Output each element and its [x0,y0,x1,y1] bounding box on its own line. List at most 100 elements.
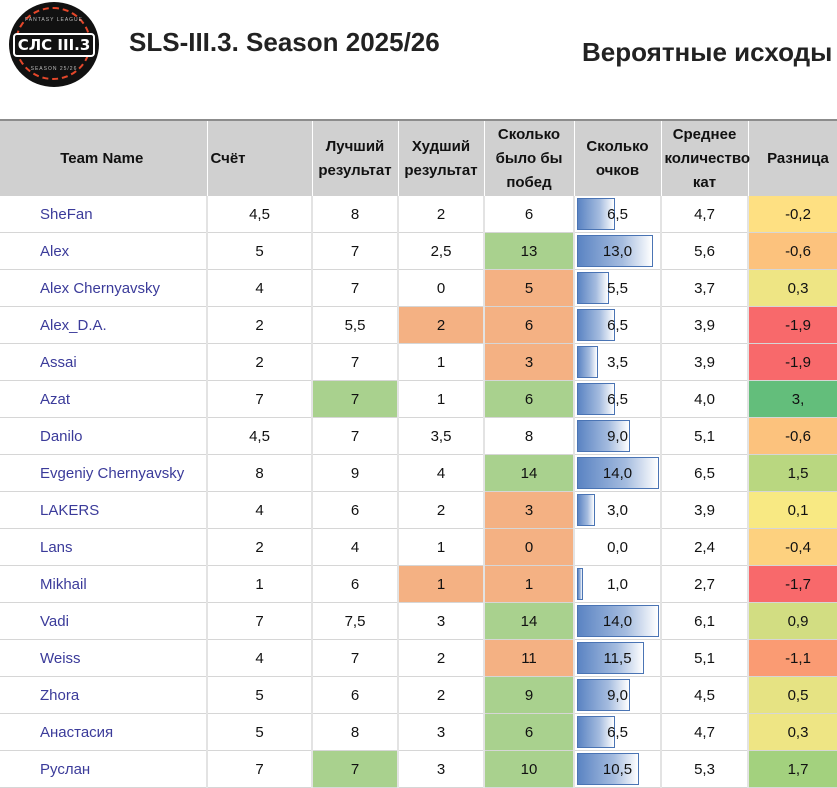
points-cell[interactable]: 6,5 [574,713,662,751]
points-cell[interactable]: 11,5 [574,639,662,677]
table-row[interactable]: Vadi 7 7,5 3 14 14,0 6,1 0,9 [0,602,837,640]
diff-cell[interactable]: 1,7 [748,750,837,788]
score-cell[interactable]: 2 [207,306,313,344]
wins-cell[interactable]: 14 [484,602,575,640]
best-result-cell[interactable]: 5,5 [312,306,399,344]
score-cell[interactable]: 7 [207,380,313,418]
avg-cell[interactable]: 5,3 [661,750,749,788]
wins-cell[interactable]: 8 [484,417,575,455]
avg-cell[interactable]: 6,5 [661,454,749,492]
table-row[interactable]: Анастасия 5 8 3 6 6,5 4,7 0,3 [0,713,837,751]
best-result-cell[interactable]: 8 [312,713,399,751]
table-row[interactable]: Azat 7 7 1 6 6,5 4,0 3, [0,380,837,418]
best-result-cell[interactable]: 6 [312,491,399,529]
diff-cell[interactable]: -0,6 [748,417,837,455]
table-row[interactable]: LAKERS 4 6 2 3 3,0 3,9 0,1 [0,491,837,529]
worst-result-cell[interactable]: 2 [398,306,485,344]
col-header-worst[interactable]: Худший результат [398,119,485,196]
avg-cell[interactable]: 3,9 [661,306,749,344]
diff-cell[interactable]: 0,5 [748,676,837,714]
col-header-diff[interactable]: Разница [748,119,837,196]
diff-cell[interactable]: -1,9 [748,306,837,344]
wins-cell[interactable]: 9 [484,676,575,714]
table-row[interactable]: SheFan 4,5 8 2 6 6,5 4,7 -0,2 [0,196,837,233]
col-header-best[interactable]: Лучший результат [312,119,399,196]
team-name-cell[interactable]: Assai [0,343,208,381]
points-cell[interactable]: 5,5 [574,269,662,307]
worst-result-cell[interactable]: 3 [398,713,485,751]
avg-cell[interactable]: 4,5 [661,676,749,714]
worst-result-cell[interactable]: 2,5 [398,232,485,270]
wins-cell[interactable]: 6 [484,196,575,233]
points-cell[interactable]: 14,0 [574,454,662,492]
team-name-cell[interactable]: LAKERS [0,491,208,529]
avg-cell[interactable]: 2,4 [661,528,749,566]
team-name-cell[interactable]: SheFan [0,196,208,233]
diff-cell[interactable]: 0,3 [748,269,837,307]
avg-cell[interactable]: 3,7 [661,269,749,307]
score-cell[interactable]: 4,5 [207,196,313,233]
points-cell[interactable]: 1,0 [574,565,662,603]
table-row[interactable]: Evgeniy Chernyavsky 8 9 4 14 14,0 6,5 1,5 [0,454,837,492]
diff-cell[interactable]: 1,5 [748,454,837,492]
worst-result-cell[interactable]: 1 [398,565,485,603]
table-row[interactable]: Assai 2 7 1 3 3,5 3,9 -1,9 [0,343,837,381]
table-row[interactable]: Lans 2 4 1 0 0,0 2,4 -0,4 [0,528,837,566]
best-result-cell[interactable]: 8 [312,196,399,233]
best-result-cell[interactable]: 7 [312,639,399,677]
wins-cell[interactable]: 6 [484,306,575,344]
best-result-cell[interactable]: 4 [312,528,399,566]
worst-result-cell[interactable]: 1 [398,380,485,418]
avg-cell[interactable]: 5,6 [661,232,749,270]
avg-cell[interactable]: 6,1 [661,602,749,640]
points-cell[interactable]: 9,0 [574,417,662,455]
avg-cell[interactable]: 3,9 [661,343,749,381]
team-name-cell[interactable]: Weiss [0,639,208,677]
diff-cell[interactable]: -1,7 [748,565,837,603]
col-header-points[interactable]: Сколько очков [574,119,662,196]
diff-cell[interactable]: -0,2 [748,196,837,233]
worst-result-cell[interactable]: 0 [398,269,485,307]
col-header-team[interactable]: Team Name [0,119,208,196]
best-result-cell[interactable]: 6 [312,565,399,603]
points-cell[interactable]: 14,0 [574,602,662,640]
wins-cell[interactable]: 10 [484,750,575,788]
points-cell[interactable]: 6,5 [574,380,662,418]
wins-cell[interactable]: 6 [484,713,575,751]
score-cell[interactable]: 4 [207,639,313,677]
best-result-cell[interactable]: 7 [312,380,399,418]
table-row[interactable]: Mikhail 1 6 1 1 1,0 2,7 -1,7 [0,565,837,603]
score-cell[interactable]: 1 [207,565,313,603]
wins-cell[interactable]: 11 [484,639,575,677]
diff-cell[interactable]: 0,3 [748,713,837,751]
points-cell[interactable]: 3,0 [574,491,662,529]
wins-cell[interactable]: 1 [484,565,575,603]
avg-cell[interactable]: 2,7 [661,565,749,603]
table-row[interactable]: Zhora 5 6 2 9 9,0 4,5 0,5 [0,676,837,714]
diff-cell[interactable]: 3, [748,380,837,418]
score-cell[interactable]: 2 [207,528,313,566]
team-name-cell[interactable]: Alex [0,232,208,270]
team-name-cell[interactable]: Lans [0,528,208,566]
score-cell[interactable]: 7 [207,602,313,640]
wins-cell[interactable]: 0 [484,528,575,566]
avg-cell[interactable]: 4,7 [661,713,749,751]
team-name-cell[interactable]: Azat [0,380,208,418]
wins-cell[interactable]: 3 [484,343,575,381]
worst-result-cell[interactable]: 2 [398,491,485,529]
table-row[interactable]: Alex_D.A. 2 5,5 2 6 6,5 3,9 -1,9 [0,306,837,344]
worst-result-cell[interactable]: 3,5 [398,417,485,455]
points-cell[interactable]: 3,5 [574,343,662,381]
team-name-cell[interactable]: Vadi [0,602,208,640]
team-name-cell[interactable]: Анастасия [0,713,208,751]
score-cell[interactable]: 4 [207,269,313,307]
worst-result-cell[interactable]: 2 [398,196,485,233]
score-cell[interactable]: 7 [207,750,313,788]
score-cell[interactable]: 4,5 [207,417,313,455]
best-result-cell[interactable]: 7 [312,343,399,381]
diff-cell[interactable]: -0,4 [748,528,837,566]
score-cell[interactable]: 8 [207,454,313,492]
avg-cell[interactable]: 4,0 [661,380,749,418]
points-cell[interactable]: 9,0 [574,676,662,714]
avg-cell[interactable]: 5,1 [661,417,749,455]
